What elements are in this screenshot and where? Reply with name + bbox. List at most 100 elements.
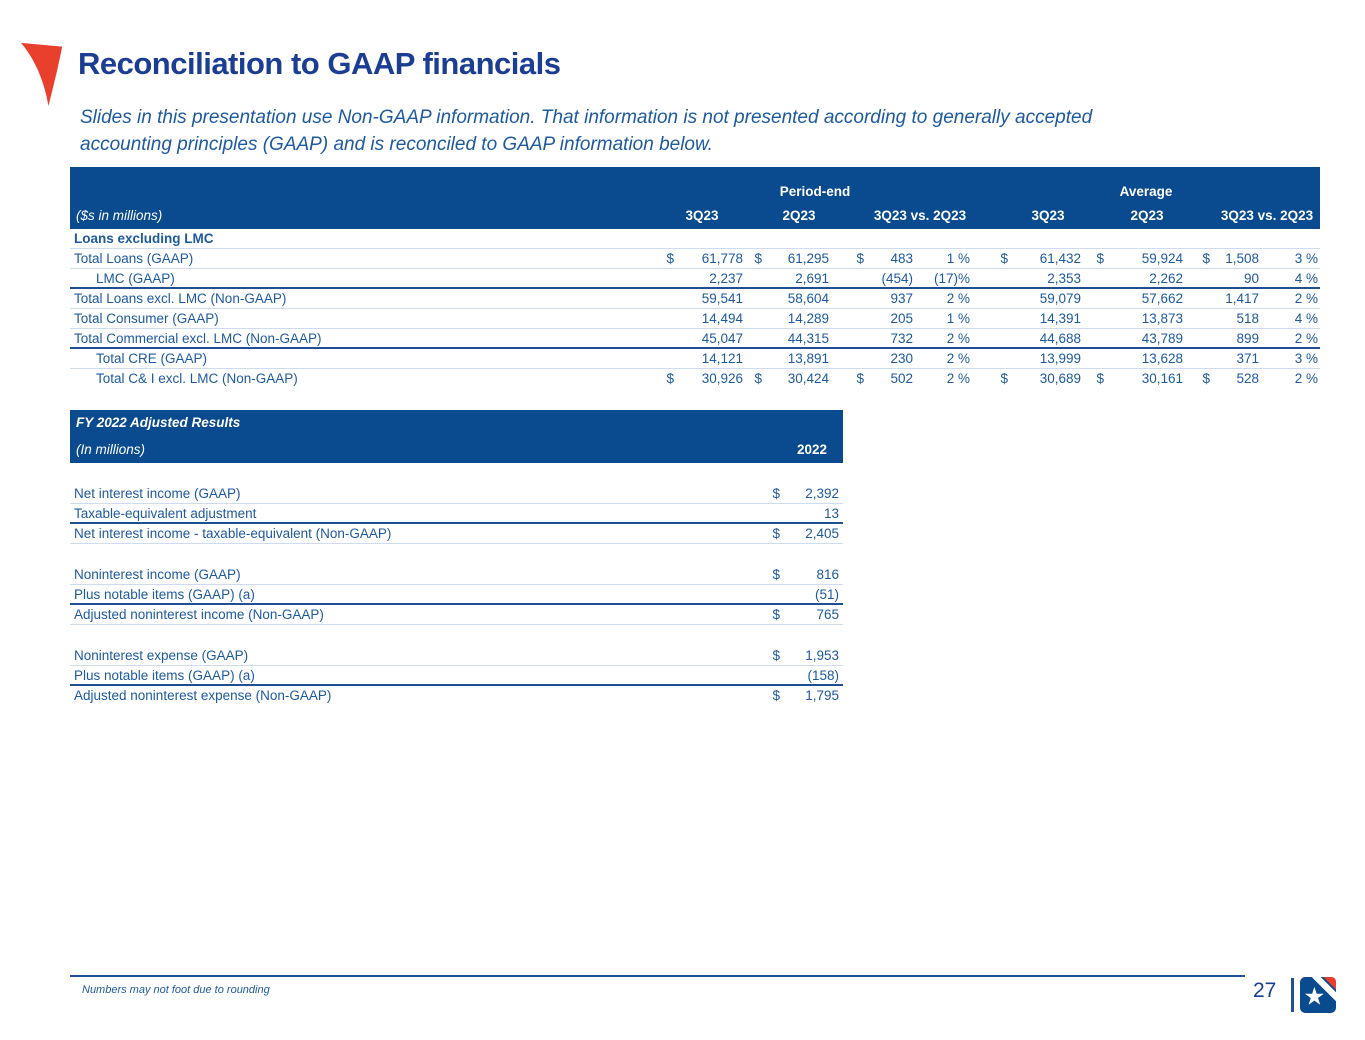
subtitle-line-1: Slides in this presentation use Non-GAAP… [80, 107, 1093, 128]
value-cell: $ [856, 371, 864, 386]
value-cell: 502 [890, 371, 913, 386]
value-cell: 14,289 [787, 311, 829, 326]
value-cell: 765 [816, 607, 839, 622]
spacer [70, 544, 843, 565]
value-cell: 528 [1236, 371, 1259, 386]
value-cell: $ [1000, 371, 1008, 386]
value-cell: 1 % [946, 251, 970, 266]
value-cell: 57,662 [1141, 291, 1183, 306]
value-cell: $ [1202, 251, 1210, 266]
column-header: 2Q23 [1130, 208, 1164, 223]
row-label: Plus notable items (GAAP) (a) [74, 668, 255, 683]
value-cell: 13 [823, 506, 839, 521]
fy-table-row: Adjusted noninterest expense (Non-GAAP) $… [70, 686, 843, 706]
row-label: Total Commercial excl. LMC (Non-GAAP) [74, 331, 322, 346]
fy-table-row: Plus notable items (GAAP) (a) (158) [70, 666, 843, 686]
value-cell [1084, 229, 1108, 248]
row-label: Net interest income - taxable-equivalent… [74, 526, 392, 541]
fy-table-row: Net interest income - taxable-equivalent… [70, 524, 843, 544]
value-cell: $ [754, 371, 762, 386]
dollar-sign-cell: $ [772, 688, 780, 703]
value-cell: 2 % [1294, 331, 1318, 346]
value-cell: $ [666, 251, 674, 266]
value-cell [972, 269, 1012, 287]
value-cell: 58,604 [787, 291, 829, 306]
value-cell [832, 229, 868, 248]
value-cell [746, 229, 766, 248]
value-cell [658, 289, 678, 308]
fy-table-row: Adjusted noninterest income (Non-GAAP) $7… [70, 605, 843, 625]
loans-table-row: Total Loans excl. LMC (Non-GAAP) 59,541 58… [70, 289, 1320, 309]
row-label: Adjusted noninterest expense (Non-GAAP) [74, 688, 332, 703]
value-cell [832, 349, 868, 368]
value-cell [1186, 289, 1214, 308]
value-cell: 30,926 [701, 371, 743, 386]
value-cell [972, 309, 1012, 328]
value-cell [1262, 229, 1320, 248]
value-cell [1012, 229, 1084, 248]
fy-table-title: FY 2022 Adjusted Results [76, 415, 241, 430]
flag-accent-icon [20, 42, 63, 107]
value-cell: 13,999 [1039, 351, 1081, 366]
value-cell: 44,315 [787, 331, 829, 346]
units-label: ($s in millions) [76, 208, 163, 223]
value-cell: (454) [881, 271, 913, 286]
value-cell: (51) [814, 587, 839, 602]
column-group-period-end: Period-end [779, 184, 851, 199]
value-cell: $ [1000, 251, 1008, 266]
value-cell: 13,628 [1141, 351, 1183, 366]
value-cell [746, 349, 766, 368]
value-cell [1084, 289, 1108, 308]
fy-table-row: Taxable-equivalent adjustment 13 [70, 504, 843, 524]
loans-table-header: Period-end Average ($s in millions) 3Q23… [70, 167, 1320, 229]
value-cell: 937 [890, 291, 913, 306]
value-cell: 4 % [1294, 271, 1318, 286]
slide-subtitle: Slides in this presentation use Non-GAAP… [80, 104, 1092, 158]
value-cell: 13,873 [1141, 311, 1183, 326]
value-cell: 43,789 [1141, 331, 1183, 346]
value-cell [658, 269, 678, 287]
subtitle-line-2: accounting principles (GAAP) and is reco… [80, 134, 713, 155]
row-label: Adjusted noninterest income (Non-GAAP) [74, 607, 324, 622]
value-cell: 1,508 [1225, 251, 1259, 266]
value-cell: $ [1096, 371, 1104, 386]
fy-table-header: FY 2022 Adjusted Results (In millions) 2… [70, 410, 843, 463]
value-cell: 59,079 [1039, 291, 1081, 306]
value-cell: 3 % [1294, 351, 1318, 366]
row-label: Taxable-equivalent adjustment [74, 506, 257, 521]
value-cell [1084, 329, 1108, 347]
value-cell [832, 329, 868, 347]
dollar-sign-cell: $ [772, 567, 780, 582]
value-cell: $ [754, 251, 762, 266]
dollar-sign-cell [760, 504, 784, 522]
value-cell [972, 349, 1012, 368]
row-label: LMC (GAAP) [96, 271, 175, 286]
column-group-average: Average [1119, 184, 1173, 199]
value-cell [746, 329, 766, 347]
value-cell: 2 % [946, 291, 970, 306]
value-cell: (17)% [933, 271, 970, 286]
value-cell [1214, 229, 1262, 248]
loans-table-row: Total Commercial excl. LMC (Non-GAAP) 45,… [70, 329, 1320, 349]
row-label: Loans excluding LMC [74, 231, 214, 246]
row-label: Plus notable items (GAAP) (a) [74, 587, 255, 602]
value-cell: 90 [1243, 271, 1259, 286]
value-cell [746, 309, 766, 328]
value-cell: $ [1202, 371, 1210, 386]
fy-table-row: Net interest income (GAAP) $2,392 [70, 484, 843, 504]
loans-table-row: Total Loans (GAAP) $61,778 $61,295 $483 1 % $… [70, 249, 1320, 269]
page-number: 27 [1253, 979, 1277, 1002]
fy-table-row: Noninterest expense (GAAP) $1,953 [70, 646, 843, 666]
value-cell [658, 309, 678, 328]
value-cell: 2,691 [795, 271, 829, 286]
value-cell: 2 % [946, 371, 970, 386]
value-cell [1084, 309, 1108, 328]
row-label: Noninterest income (GAAP) [74, 567, 241, 582]
value-cell: 30,161 [1141, 371, 1183, 386]
value-cell: 13,891 [787, 351, 829, 366]
value-cell [658, 329, 678, 347]
value-cell [766, 229, 832, 248]
value-cell [746, 289, 766, 308]
row-label: Total CRE (GAAP) [96, 351, 208, 366]
